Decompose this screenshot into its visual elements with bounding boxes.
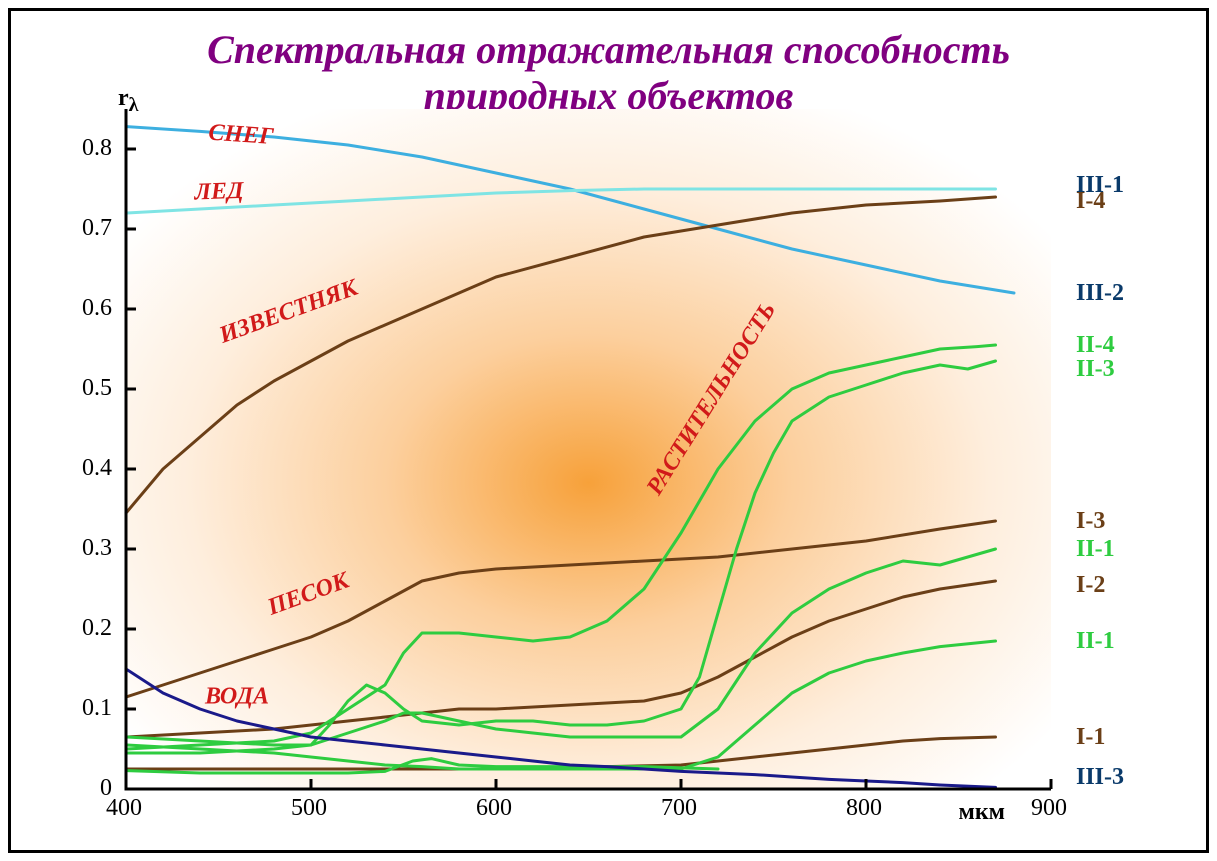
chart-svg [11,11,1212,856]
xtick-label: 900 [1031,795,1067,822]
ytick-label: 0.4 [82,455,112,482]
ytick-label: 0.5 [82,375,112,402]
ytick-label: 0.6 [82,295,112,322]
x-axis-unit-label: мкм [959,799,1006,826]
y-axis-label-main: r [118,85,129,111]
xtick-label: 500 [291,795,327,822]
outer-frame: Спектральная отражательная способность п… [8,8,1209,853]
series-end-label: II-1 [1076,628,1115,655]
ytick-label: 0.1 [82,695,112,722]
curve-annotation: ВОДА [205,684,269,711]
xtick-label: 600 [476,795,512,822]
curve-annotation: ЛЕД [194,178,244,207]
series-end-label: III-2 [1076,280,1124,307]
series-end-label: I-2 [1076,572,1105,599]
y-axis-label-sub: λ [129,94,139,116]
ytick-label: 0.7 [82,215,112,242]
y-axis-label: rλ [118,85,138,117]
xtick-label: 800 [846,795,882,822]
xtick-label: 700 [661,795,697,822]
curve-annotation: СНЕГ [207,120,274,151]
series-end-label: I-4 [1076,188,1105,215]
ytick-label: 0.2 [82,615,112,642]
ytick-label: 0.3 [82,535,112,562]
series-end-label: II-4 [1076,332,1115,359]
ytick-label: 0 [100,775,112,802]
series-end-label: III-3 [1076,764,1124,791]
ytick-label: 0.8 [82,135,112,162]
series-end-label: II-3 [1076,356,1115,383]
series-end-label: I-3 [1076,508,1105,535]
series-end-label: I-1 [1076,724,1105,751]
series-end-label: II-1 [1076,536,1115,563]
